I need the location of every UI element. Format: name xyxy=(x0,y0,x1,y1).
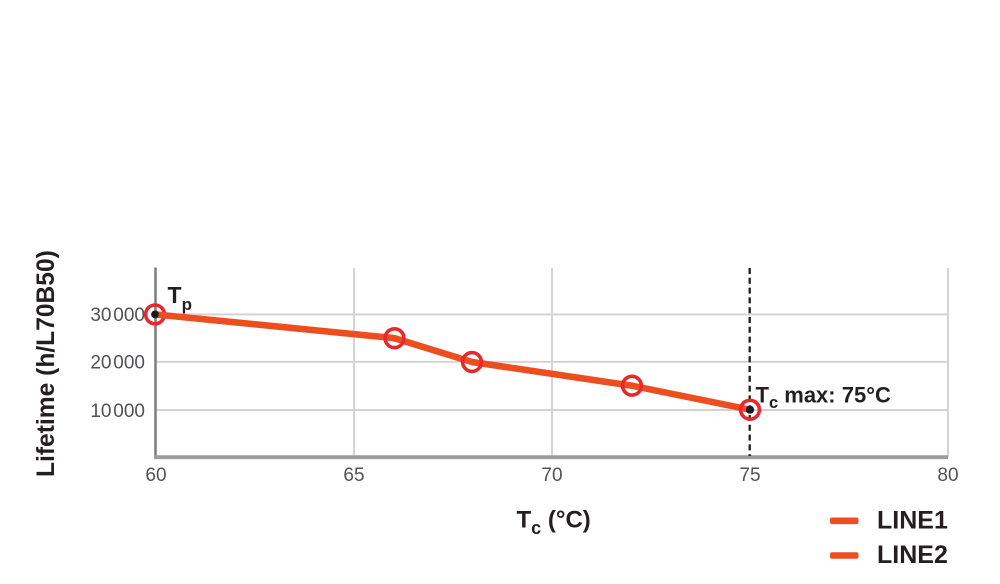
svg-text:20000: 20000 xyxy=(90,353,145,374)
svg-text:LINE2: LINE2 xyxy=(877,541,948,569)
svg-text:10000: 10000 xyxy=(90,401,145,422)
svg-text:Tc max: 75°C: Tc max: 75°C xyxy=(756,382,891,412)
svg-text:30000: 30000 xyxy=(90,305,145,326)
svg-text:80: 80 xyxy=(937,465,958,486)
svg-text:75: 75 xyxy=(739,465,760,486)
svg-text:70: 70 xyxy=(541,465,562,486)
svg-text:65: 65 xyxy=(343,465,364,486)
svg-text:Tc (°C): Tc (°C) xyxy=(517,506,591,538)
svg-text:60: 60 xyxy=(145,465,166,486)
svg-text:Lifetime (h/L70B50): Lifetime (h/L70B50) xyxy=(33,250,60,477)
svg-text:LINE1: LINE1 xyxy=(877,507,948,535)
svg-text:Tp: Tp xyxy=(168,282,192,314)
